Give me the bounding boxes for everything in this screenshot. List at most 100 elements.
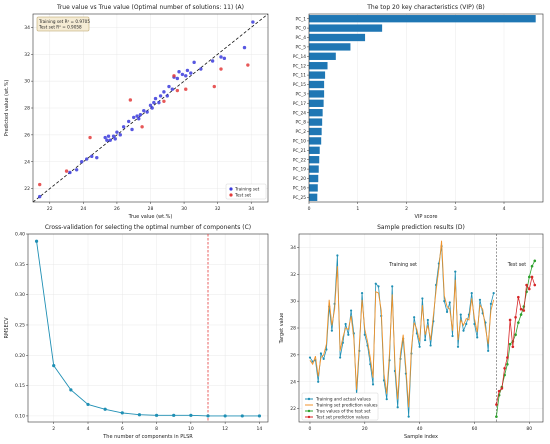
actual-training-point bbox=[489, 302, 493, 305]
legend-marker bbox=[229, 187, 233, 191]
actual-training-point bbox=[349, 309, 353, 312]
panel-d-x-axis-label: Sample index bbox=[404, 434, 438, 440]
vip-bar bbox=[309, 127, 322, 136]
x-tick-label: 24 bbox=[80, 206, 86, 212]
vip-bar bbox=[309, 80, 325, 89]
actual-training-point bbox=[317, 380, 320, 383]
legend-marker bbox=[307, 409, 311, 413]
training-point bbox=[138, 113, 143, 117]
training-point bbox=[145, 110, 149, 114]
y-tick-label: 24 bbox=[24, 159, 30, 165]
x-tick-label: 4 bbox=[503, 206, 506, 212]
training-point bbox=[185, 68, 190, 73]
predicted-test-point bbox=[517, 295, 520, 299]
predicted-test-point bbox=[519, 307, 523, 311]
test-point bbox=[162, 99, 166, 103]
actual-training-point bbox=[377, 285, 380, 288]
plot-frame bbox=[27, 233, 269, 423]
actual-training-point bbox=[454, 270, 457, 273]
true-test-point bbox=[530, 264, 534, 268]
vip-bar-chart: The top 20 key characteristics (VIP) (B)… bbox=[293, 4, 544, 220]
actual-training-point bbox=[418, 345, 421, 348]
training-point bbox=[38, 194, 42, 199]
x-tick-label: 22 bbox=[47, 206, 53, 212]
predicted-test-point bbox=[511, 345, 515, 349]
category-label: PC_8 bbox=[296, 120, 307, 126]
rmsecv-point bbox=[34, 239, 39, 243]
panel-c-y-axis-label: RMSECV bbox=[4, 317, 10, 339]
rmsecv-point bbox=[240, 414, 244, 418]
actual-training-point bbox=[424, 338, 427, 342]
category-label: PC_25 bbox=[293, 195, 306, 201]
predicted-test-point bbox=[522, 309, 526, 312]
r2-annotation-text: Training set R² = 0.9705 bbox=[38, 19, 90, 24]
x-tick-label: 20 bbox=[362, 426, 368, 432]
y-tick-label: 32 bbox=[24, 52, 30, 58]
training-point bbox=[158, 94, 163, 98]
test-point bbox=[140, 125, 144, 129]
y-tick-label: 0.30 bbox=[15, 292, 25, 298]
actual-training-point bbox=[462, 329, 465, 332]
training-point bbox=[210, 59, 215, 63]
y-tick-label: 30 bbox=[290, 299, 296, 305]
training-point bbox=[137, 117, 141, 121]
test-point bbox=[64, 169, 69, 173]
true-test-point bbox=[527, 275, 531, 279]
actual-training-point bbox=[308, 356, 312, 359]
training-point bbox=[115, 130, 119, 134]
test-point bbox=[38, 182, 42, 187]
category-label: PC_0 bbox=[296, 26, 307, 32]
x-tick-label: 32 bbox=[215, 206, 221, 212]
predicted-test-line bbox=[496, 275, 536, 405]
training-point bbox=[103, 135, 107, 140]
category-label: PC_22 bbox=[293, 157, 306, 163]
panel-d: Sample prediction results (D) Sample inde… bbox=[275, 220, 550, 440]
y-tick-label: 0.25 bbox=[15, 323, 25, 329]
predicted-test-point bbox=[503, 366, 506, 370]
legend-marker bbox=[307, 397, 311, 401]
training-point bbox=[199, 67, 203, 71]
y-tick-label: 0.35 bbox=[15, 262, 25, 268]
training-point bbox=[130, 127, 134, 132]
predicted-test-point bbox=[508, 318, 512, 322]
actual-training-point bbox=[429, 344, 432, 347]
test-point bbox=[219, 67, 223, 71]
x-tick-label: 3 bbox=[454, 206, 457, 212]
x-tick-label: 2 bbox=[52, 426, 55, 432]
r2-annotation-text: Test set R² = 0.9058 bbox=[38, 25, 82, 30]
training-point bbox=[177, 70, 181, 74]
panel-c-title: Cross-validation for selecting the optim… bbox=[45, 224, 251, 231]
scatter-true-vs-predicted-chart: True value vs True value (Optimal number… bbox=[4, 4, 269, 220]
actual-training-point bbox=[451, 334, 454, 338]
panel-b: The top 20 key characteristics (VIP) (B)… bbox=[275, 0, 550, 220]
rmsecv-point bbox=[206, 414, 210, 418]
training-point bbox=[135, 114, 139, 118]
training-point bbox=[79, 160, 84, 164]
actual-training-point bbox=[426, 318, 429, 322]
x-tick-label: 0 bbox=[309, 426, 312, 432]
vip-bar bbox=[309, 71, 326, 79]
vip-bar bbox=[309, 33, 366, 42]
panel-c-x-axis-label: The number of components in PLSR bbox=[102, 434, 193, 440]
predicted-test-point bbox=[527, 287, 531, 291]
training-point bbox=[113, 137, 117, 141]
y-tick-label: 30 bbox=[24, 79, 30, 85]
training-point bbox=[175, 76, 180, 81]
rmsecv-point bbox=[69, 388, 73, 392]
actual-training-point bbox=[478, 298, 482, 301]
rmsecv-line bbox=[36, 241, 260, 417]
vip-bar bbox=[309, 174, 319, 183]
legend-label: Test set prediction values bbox=[315, 415, 369, 420]
training-point bbox=[150, 106, 154, 110]
category-label: PC_15 bbox=[293, 82, 306, 88]
predicted-test-point bbox=[530, 275, 534, 279]
actual-training-point bbox=[396, 406, 399, 409]
category-label: PC_4 bbox=[296, 35, 307, 41]
actual-training-point bbox=[374, 282, 377, 285]
x-tick-label: 6 bbox=[121, 426, 124, 432]
x-tick-label: 80 bbox=[526, 426, 532, 432]
training-point bbox=[148, 103, 153, 108]
training-point bbox=[132, 115, 136, 120]
panel-a-title: True value vs True value (Optimal number… bbox=[56, 4, 244, 11]
rmsecv-point bbox=[86, 402, 90, 407]
